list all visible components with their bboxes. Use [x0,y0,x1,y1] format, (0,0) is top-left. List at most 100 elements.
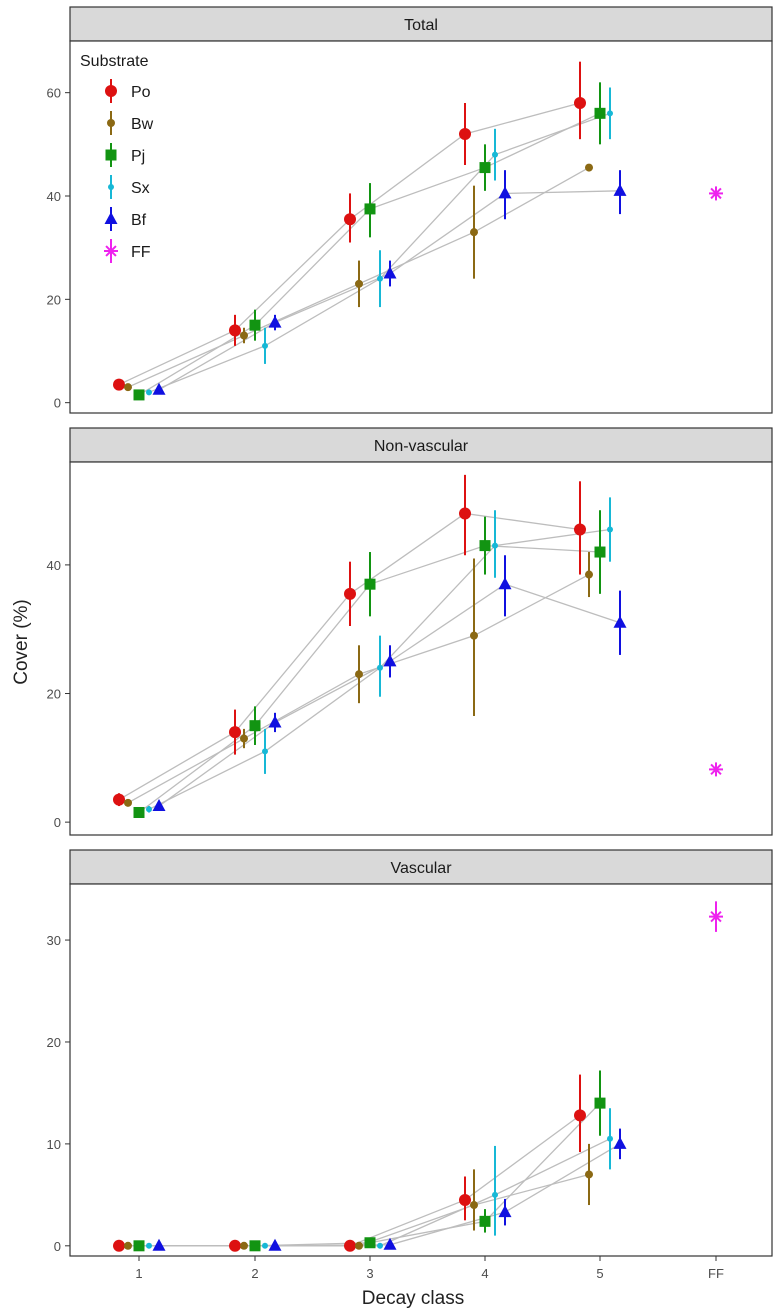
legend-key-Po [105,85,117,97]
legend-item-Pj: Pj [105,143,145,167]
x-axis-label: Decay class [362,1288,464,1309]
point-Bf [613,615,627,628]
point-Po [229,726,241,739]
y-tick-label: 20 [47,1035,61,1050]
point-Bw [470,228,478,237]
plot-area [69,461,773,836]
legend-item-FF: FF [104,239,151,263]
point-Bf [383,1237,397,1250]
point-Sx [377,1242,383,1249]
y-tick-label: 0 [54,1239,61,1254]
legend-label: Po [131,84,151,101]
point-Pj [249,720,261,732]
point-Pj [364,203,376,215]
plot-area [69,40,773,414]
point-Pj [133,806,145,818]
x-tick-label: 4 [481,1266,488,1281]
point-Bw [470,1201,478,1210]
x-tick-label: 5 [596,1266,603,1281]
point-Po [459,128,471,140]
y-tick-label: 40 [47,558,61,573]
panel-0: Total 0 20 40 60 [47,6,773,414]
legend-label: Bw [131,116,154,133]
legend-item-Sx: Sx [108,175,150,199]
point-Bf [268,715,282,728]
point-Bw [585,163,593,172]
point-Po [113,1239,125,1252]
y-tick-label: 60 [47,86,61,101]
point-Bf [613,183,627,196]
point-Sx [607,110,613,117]
legend-label: Pj [131,148,145,165]
y-tick-label: 20 [47,292,61,307]
point-Sx [492,542,498,549]
legend-label: Bf [131,212,147,229]
x-tick-label: 3 [366,1266,373,1281]
point-Bw [355,670,363,679]
point-Pj [364,578,376,590]
facet-strip [69,6,773,42]
point-Bf [268,315,282,328]
point-Bf [152,1238,166,1251]
point-Pj [479,1215,491,1227]
point-Po [574,97,586,109]
point-Bf [498,186,512,199]
legend-title: Substrate [80,53,149,70]
y-tick-label: 40 [47,189,61,204]
legend-item-Bw: Bw [107,111,154,135]
point-Sx [492,1191,498,1198]
point-Pj [594,1097,606,1109]
point-Bw [470,631,478,640]
y-tick-label: 30 [47,933,61,948]
point-Pj [479,162,491,174]
point-Pj [479,540,491,552]
point-Bw [355,279,363,288]
point-Po [459,507,471,520]
point-Bf [152,799,166,812]
facet-strip [69,427,773,463]
point-Bf [268,1238,282,1251]
point-Sx [607,526,613,533]
point-Pj [364,1237,376,1249]
point-Bw [124,1241,132,1250]
point-Sx [262,1242,268,1249]
point-Sx [262,748,268,755]
facet-title: Vascular [390,860,452,877]
point-Bw [355,1241,363,1250]
point-Bw [124,798,132,807]
legend-key-FF [104,244,118,258]
point-FF [709,186,723,201]
point-Po [574,523,586,536]
point-Po [113,793,125,806]
legend-key-Sx [108,184,114,190]
point-Bw [240,331,248,340]
point-Po [344,213,356,226]
point-Bf [613,1136,627,1149]
chart-panels: Total 0 20 40 60 Non-vascular 0 20 40 Vascular 0 10… [47,6,773,1281]
point-Sx [492,151,498,158]
point-Bf [383,266,397,279]
legend-key-Pj [105,149,117,161]
point-Bw [124,383,132,392]
y-tick-label: 10 [47,1137,61,1152]
point-Sx [377,275,383,282]
panel-2: Vascular 0 10 20 30 1 2 3 4 5 FF [47,849,773,1281]
point-Sx [146,806,152,813]
x-tick-label: 2 [251,1266,258,1281]
point-Bw [585,570,593,579]
point-Bf [498,577,512,590]
point-Pj [594,546,606,558]
point-Pj [594,107,606,119]
legend-key-Bw [107,119,115,127]
point-Bw [240,734,248,743]
point-Po [113,378,125,391]
point-Bw [585,1170,593,1179]
point-Pj [249,319,261,331]
point-Bf [383,654,397,667]
point-Bw [240,1241,248,1250]
point-Sx [146,1242,152,1249]
point-Po [229,1239,241,1252]
point-Po [344,1239,356,1252]
facet-title: Non-vascular [374,438,469,455]
